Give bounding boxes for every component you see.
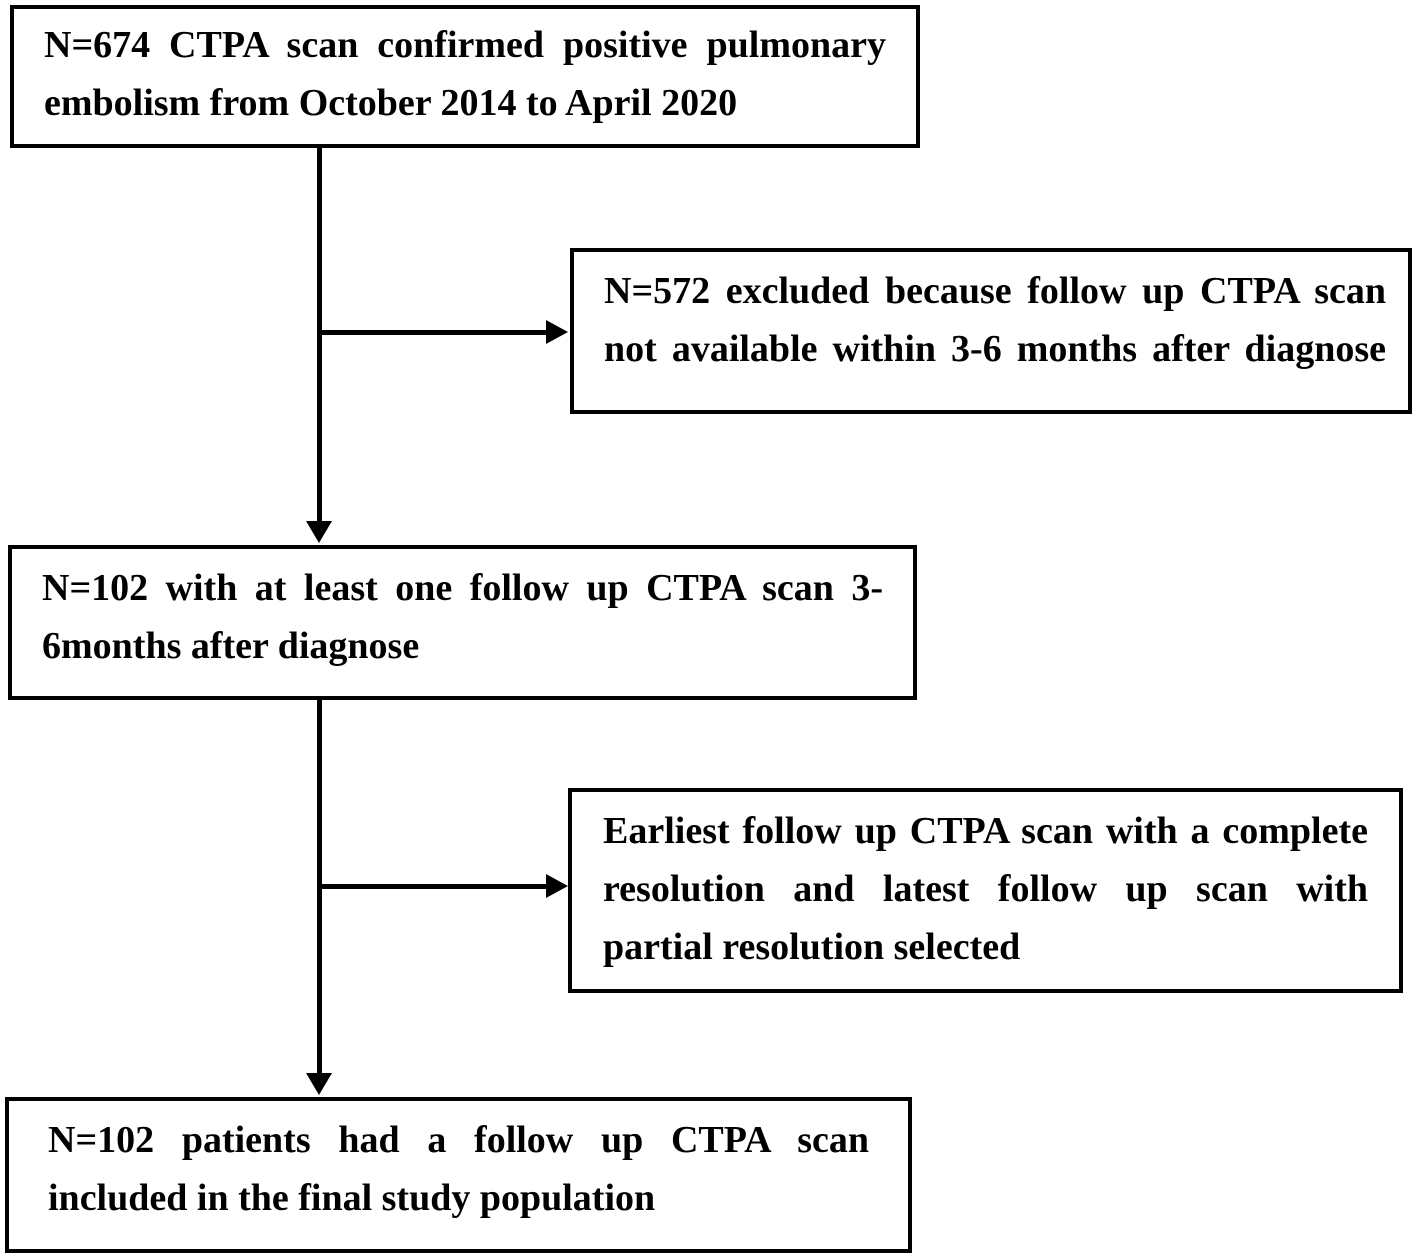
arrow-line-branch-to-scan-selection xyxy=(317,884,546,889)
flow-box-excluded: N=572 excluded because follow up CTPA sc… xyxy=(570,248,1412,414)
flow-box-scan-selection: Earliest follow up CTPA scan with a comp… xyxy=(568,788,1403,993)
flow-box-final-population: N=102 patients had a follow up CTPA scan… xyxy=(5,1097,912,1253)
flow-box-followup-scan: N=102 with at least one follow up CTPA s… xyxy=(8,545,917,700)
arrowhead-right-icon xyxy=(546,874,568,898)
arrowhead-right-icon xyxy=(546,320,568,344)
arrow-line-branch-to-excluded xyxy=(317,330,546,335)
flow-box-initial-population: N=674 CTPA scan confirmed positive pulmo… xyxy=(10,5,920,148)
arrowhead-down-icon xyxy=(306,1073,332,1095)
arrowhead-down-icon xyxy=(306,521,332,543)
